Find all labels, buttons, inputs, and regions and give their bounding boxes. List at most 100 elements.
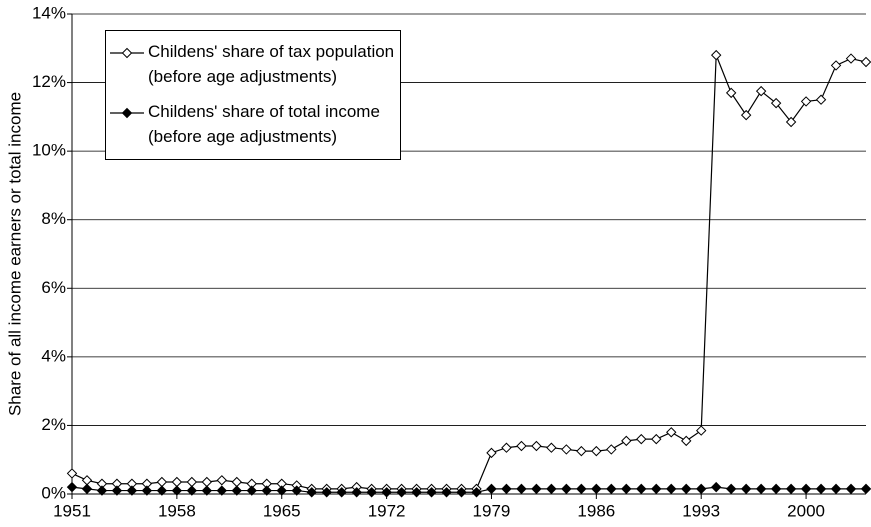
- data-point: [755, 85, 767, 97]
- data-point: [606, 444, 617, 455]
- data-point: [531, 440, 542, 452]
- data-point: [396, 487, 407, 498]
- data-point: [471, 487, 482, 498]
- legend-item: Childens' share of tax population (befor…: [106, 39, 402, 95]
- legend-marker: [121, 47, 133, 59]
- data-point: [815, 94, 827, 105]
- data-point: [231, 476, 242, 488]
- data-point: [186, 476, 198, 488]
- y-tick-label: 12%: [32, 72, 66, 91]
- y-tick-label: 2%: [41, 415, 66, 434]
- data-point: [860, 483, 871, 495]
- data-point: [770, 97, 782, 109]
- data-point: [291, 485, 302, 496]
- x-tick-label: 1972: [368, 501, 406, 520]
- data-point: [366, 487, 377, 498]
- data-point: [456, 487, 467, 498]
- data-point: [636, 433, 647, 445]
- legend-label: Childens' share of tax population (befor…: [148, 42, 395, 86]
- data-point: [486, 483, 497, 495]
- data-point: [231, 485, 242, 496]
- data-point: [725, 87, 737, 99]
- data-point: [216, 475, 228, 486]
- data-point: [740, 483, 752, 495]
- data-point: [681, 483, 692, 495]
- data-point: [126, 485, 138, 496]
- x-tick-label: 1986: [577, 501, 615, 520]
- x-tick-label: 1993: [682, 501, 720, 520]
- data-point: [156, 476, 168, 488]
- data-point: [845, 483, 857, 495]
- data-point: [516, 483, 527, 495]
- data-point: [710, 481, 722, 493]
- data-point: [141, 485, 153, 496]
- data-point: [576, 483, 587, 495]
- legend-label: Childens' share of total income (before …: [148, 102, 380, 146]
- data-point: [860, 56, 871, 68]
- y-tick-label: 0%: [41, 483, 66, 502]
- data-point: [531, 483, 542, 495]
- data-point: [246, 485, 257, 496]
- data-point: [636, 483, 647, 495]
- x-tick-label: 1965: [263, 501, 301, 520]
- data-point: [96, 485, 108, 496]
- data-point: [621, 435, 632, 447]
- data-point: [426, 487, 437, 498]
- data-point: [725, 483, 737, 495]
- data-point: [171, 476, 183, 488]
- data-point: [546, 442, 557, 453]
- data-point: [740, 109, 752, 121]
- data-point: [111, 485, 123, 496]
- data-point: [546, 483, 557, 495]
- data-point: [486, 447, 497, 459]
- data-point: [411, 487, 422, 498]
- x-tick-label: 1951: [53, 501, 91, 520]
- data-point: [561, 483, 572, 495]
- data-point: [261, 485, 272, 496]
- data-point: [651, 433, 662, 445]
- x-tick-label: 1979: [473, 501, 511, 520]
- data-point: [681, 435, 692, 447]
- data-point: [306, 487, 317, 498]
- y-tick-label: 14%: [32, 3, 66, 22]
- data-point: [755, 483, 767, 495]
- data-point: [441, 487, 452, 498]
- y-tick-label: 8%: [41, 209, 66, 228]
- x-tick-label: 1958: [158, 501, 196, 520]
- x-tick-label: 2000: [787, 501, 825, 520]
- data-point: [516, 440, 527, 452]
- data-point: [785, 483, 797, 495]
- data-point: [830, 60, 842, 71]
- data-point: [321, 487, 332, 498]
- data-point: [696, 425, 707, 436]
- data-point: [785, 116, 797, 128]
- data-point: [66, 481, 78, 493]
- data-point: [815, 483, 827, 495]
- data-point: [81, 483, 93, 495]
- data-point: [621, 483, 632, 495]
- data-point: [201, 485, 213, 496]
- data-point: [156, 485, 168, 496]
- data-point: [710, 49, 722, 61]
- data-point: [830, 483, 842, 495]
- data-point: [591, 445, 602, 457]
- legend-swatch: [110, 107, 144, 119]
- y-axis-label: Share of all income earners or total inc…: [5, 92, 24, 416]
- data-point: [591, 483, 602, 495]
- legend-item: Childens' share of total income (before …: [106, 99, 402, 155]
- data-point: [576, 445, 587, 457]
- data-point: [501, 483, 512, 495]
- data-point: [351, 487, 362, 498]
- data-point: [336, 487, 347, 498]
- data-point: [81, 475, 93, 486]
- legend-swatch: [110, 47, 144, 59]
- data-point: [800, 483, 812, 495]
- data-point: [501, 442, 512, 453]
- data-point: [845, 53, 857, 64]
- data-point: [666, 483, 677, 495]
- data-point: [696, 483, 707, 495]
- y-tick-label: 4%: [41, 346, 66, 365]
- data-point: [276, 485, 287, 496]
